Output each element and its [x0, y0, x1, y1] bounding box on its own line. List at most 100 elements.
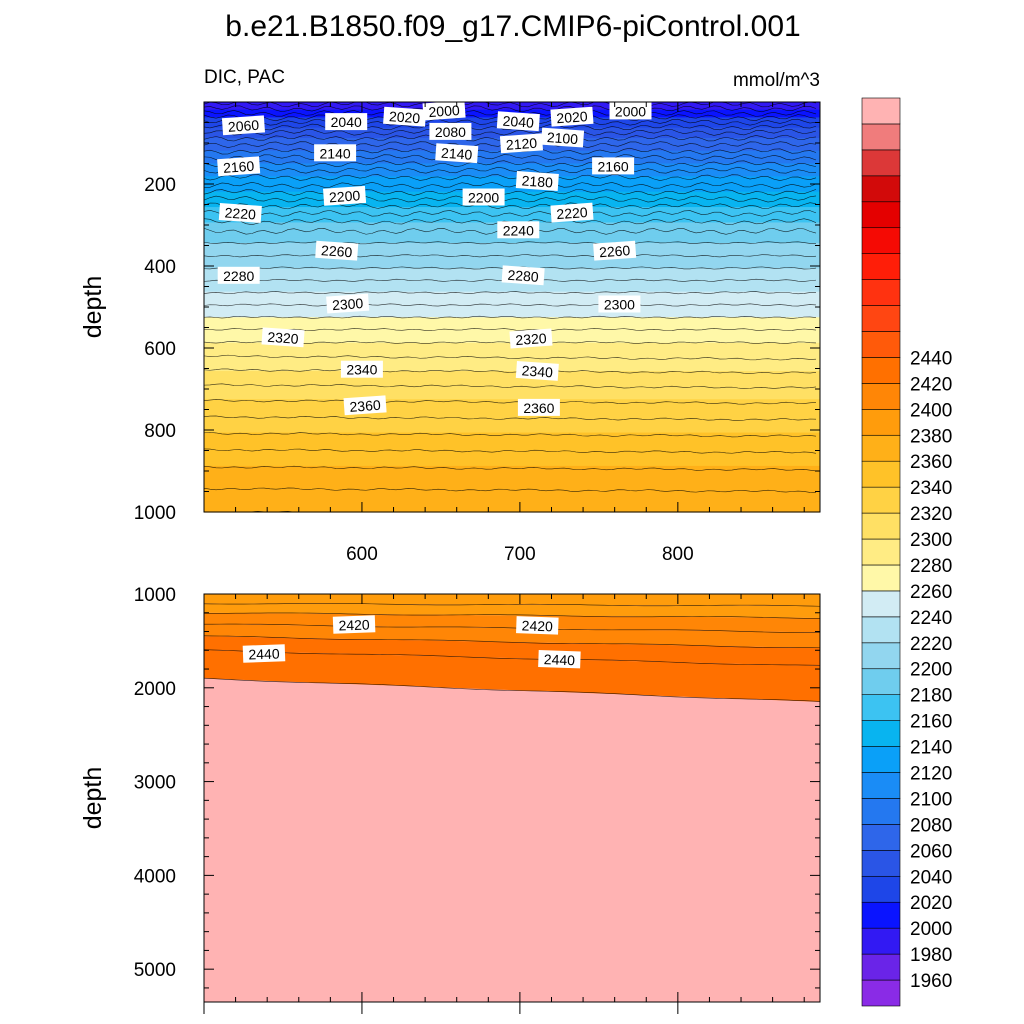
dic-contour-line: [203, 415, 817, 421]
dic-band: [204, 130, 820, 134]
contour-label-box: [550, 202, 594, 223]
dic-band: [204, 650, 820, 702]
dic-band: [204, 348, 820, 352]
dic-contour-line: [203, 487, 817, 493]
contour-label-box: [540, 127, 585, 148]
dic-band: [204, 447, 820, 452]
colorbar-swatch: [861, 772, 901, 799]
dic-band: [204, 399, 820, 403]
dic-band: [204, 104, 820, 108]
dic-band: [204, 109, 820, 113]
dic-band: [204, 301, 820, 306]
dic-contour-line: [203, 160, 817, 168]
contour-label-box: [429, 122, 472, 140]
contour-label-box: [221, 115, 266, 136]
contour-value-label: 2220: [218, 203, 262, 223]
dic-band: [204, 404, 820, 408]
colorbar-swatch: [861, 409, 901, 436]
colorbar-swatch: [861, 720, 901, 747]
dic-band: [204, 412, 820, 416]
colorbar-swatch: [861, 668, 901, 695]
dic-band: [204, 368, 820, 372]
dic-band: [204, 389, 820, 393]
contour-label-box: [497, 221, 540, 239]
dic-contour-line: [203, 677, 821, 702]
colorbar-swatch: [861, 434, 901, 462]
contour-value-label: 2280: [501, 265, 545, 286]
upper-y-tick-label: 400: [144, 257, 176, 278]
dic-band: [204, 312, 820, 316]
contour-value-label: 2360: [343, 395, 387, 416]
lower-y-tick-label: 1000: [134, 585, 176, 606]
contour-label-box: [340, 360, 383, 378]
dic-contour-line: [203, 195, 817, 203]
dic-band: [204, 353, 820, 357]
dic-contour-line: [203, 123, 817, 131]
contour-label-text: 2300: [604, 297, 635, 313]
dic-band: [204, 371, 820, 375]
dic-band: [204, 176, 820, 180]
dic-band: [204, 460, 820, 464]
contour-value-label: 2140: [314, 144, 357, 162]
colorbar-swatch: [861, 201, 901, 229]
colorbar-level-label: 2260: [910, 582, 952, 603]
dic-contour-line: [203, 328, 817, 331]
colorbar-swatch: [861, 590, 901, 618]
dic-band: [204, 473, 820, 477]
colorbar: 1960 1980 2000 2020 2040 2060 2080 2100 2120 2140…: [861, 97, 952, 1007]
contour-label-text: 2120: [505, 135, 537, 153]
dic-band: [204, 358, 820, 362]
dic-band: [204, 307, 820, 311]
contour-label-box: [598, 295, 641, 313]
dic-contour-line: [203, 465, 817, 472]
dic-contour-line: [203, 383, 817, 390]
dic-band: [204, 250, 820, 254]
contour-value-label: 2260: [593, 240, 637, 261]
contour-label-box: [499, 133, 544, 154]
dic-band: [204, 373, 820, 377]
contour-label-box: [516, 616, 559, 635]
dic-band: [204, 191, 820, 195]
contour-value-label: 2040: [496, 111, 540, 132]
contour-value-label: 2280: [217, 266, 260, 284]
dic-band: [204, 286, 820, 290]
contour-label-text: 2180: [521, 172, 553, 190]
colorbar-level-label: 2220: [910, 634, 952, 655]
dic-band: [204, 499, 820, 503]
dic-contour-line: [203, 635, 821, 649]
contour-value-label: 2000: [609, 102, 652, 120]
dic-band: [204, 209, 820, 213]
colorbar-level-label: 2160: [910, 712, 952, 733]
dic-band: [204, 189, 820, 193]
dic-band: [204, 476, 820, 480]
dic-band: [204, 289, 820, 293]
dic-band: [204, 494, 820, 498]
contour-label-text: 2040: [502, 113, 534, 131]
contour-label-box: [314, 144, 357, 162]
panel-units-label: mmol/m^3: [733, 70, 820, 91]
colorbar-swatch: [861, 383, 901, 410]
dic-band: [204, 481, 820, 485]
colorbar-level-label: 2080: [910, 815, 952, 836]
colorbar-level-label: 2400: [910, 400, 952, 421]
lower-y-tick-label: 4000: [134, 866, 176, 887]
upper-contour-panel: 2000 2000 2020 2020 2040 2040 2060 2080 2100 2120…: [134, 100, 821, 565]
contour-value-label: 2060: [221, 115, 266, 136]
colorbar-swatch: [861, 357, 901, 384]
dic-band: [204, 294, 820, 298]
dic-contour-line: [203, 354, 817, 361]
dic-band: [204, 324, 820, 329]
contour-value-label: 2300: [598, 295, 641, 313]
colorbar-level-label: 2140: [910, 738, 952, 759]
dic-contour-line: [203, 603, 821, 607]
colorbar-swatch: [861, 123, 901, 151]
contour-label-box: [323, 185, 367, 206]
contour-label-text: 2140: [441, 145, 473, 163]
contour-label-box: [515, 171, 559, 191]
contour-label-box: [593, 240, 637, 261]
contour-value-label: 2200: [323, 185, 367, 206]
dic-band: [204, 327, 820, 331]
lower-contour-panel: 2420 2420 2440 2440 1000 2000 3000 4000 5000: [134, 585, 821, 1014]
dic-band: [204, 322, 820, 326]
dic-band: [204, 427, 820, 431]
